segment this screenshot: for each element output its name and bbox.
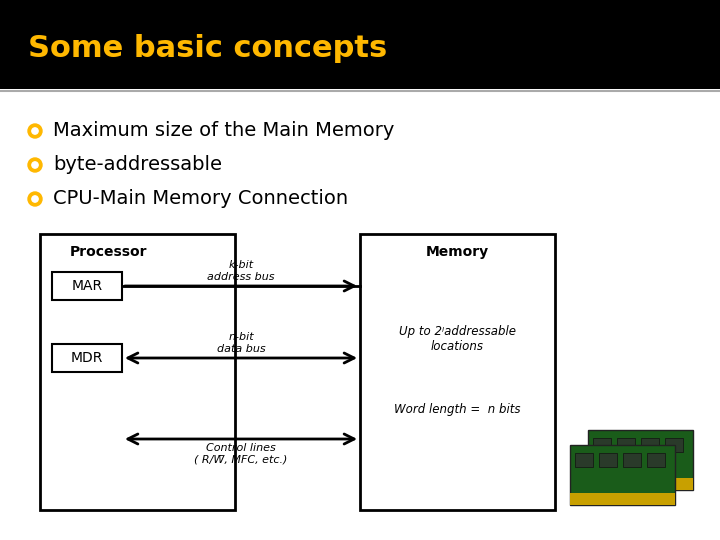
Text: Memory: Memory bbox=[426, 245, 489, 259]
FancyBboxPatch shape bbox=[647, 453, 665, 467]
FancyBboxPatch shape bbox=[588, 478, 693, 490]
Text: n-bit
data bus: n-bit data bus bbox=[217, 333, 265, 354]
FancyBboxPatch shape bbox=[599, 453, 617, 467]
Circle shape bbox=[28, 158, 42, 172]
Text: byte-addressable: byte-addressable bbox=[53, 156, 222, 174]
Text: Word length =  n bits: Word length = n bits bbox=[395, 402, 521, 415]
Text: CPU-Main Memory Connection: CPU-Main Memory Connection bbox=[53, 190, 348, 208]
Text: Processor: Processor bbox=[70, 245, 147, 259]
FancyBboxPatch shape bbox=[52, 272, 122, 300]
Circle shape bbox=[32, 162, 38, 168]
Text: Maximum size of the Main Memory: Maximum size of the Main Memory bbox=[53, 122, 395, 140]
FancyBboxPatch shape bbox=[593, 438, 611, 452]
Circle shape bbox=[28, 124, 42, 138]
Circle shape bbox=[32, 196, 38, 202]
FancyBboxPatch shape bbox=[360, 234, 555, 510]
FancyBboxPatch shape bbox=[588, 430, 693, 490]
Circle shape bbox=[28, 192, 42, 206]
FancyBboxPatch shape bbox=[623, 453, 641, 467]
FancyBboxPatch shape bbox=[52, 344, 122, 372]
FancyBboxPatch shape bbox=[575, 453, 593, 467]
FancyBboxPatch shape bbox=[0, 0, 720, 89]
Text: k-bit
address bus: k-bit address bus bbox=[207, 260, 275, 282]
Text: MDR: MDR bbox=[71, 351, 103, 365]
FancyBboxPatch shape bbox=[641, 438, 659, 452]
Text: Control lines
( R/W̅, MFC, etc.): Control lines ( R/W̅, MFC, etc.) bbox=[194, 443, 288, 464]
FancyBboxPatch shape bbox=[40, 234, 235, 510]
FancyBboxPatch shape bbox=[570, 493, 675, 505]
Text: MAR: MAR bbox=[71, 279, 102, 293]
Circle shape bbox=[32, 128, 38, 134]
FancyBboxPatch shape bbox=[617, 438, 635, 452]
FancyBboxPatch shape bbox=[665, 438, 683, 452]
Text: Up to 2ᵎaddressable
locations: Up to 2ᵎaddressable locations bbox=[399, 325, 516, 353]
FancyBboxPatch shape bbox=[570, 445, 675, 505]
Text: Some basic concepts: Some basic concepts bbox=[28, 35, 387, 63]
